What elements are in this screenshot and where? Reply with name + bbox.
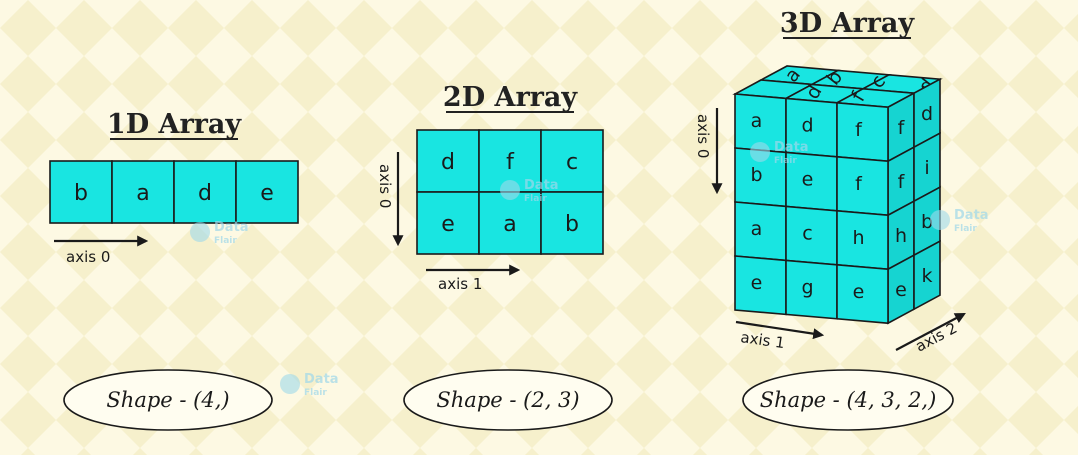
watermark-icon xyxy=(930,210,950,230)
watermark-logos: Data Flair Data Flair Data Flair Data Fl… xyxy=(190,140,989,398)
two-d-cell-value: e xyxy=(441,212,455,237)
three-d-front-cell xyxy=(836,101,889,163)
three-d-front-value: d xyxy=(801,115,813,137)
watermark-icon xyxy=(190,222,210,242)
three-d-shape-ellipse xyxy=(742,369,954,431)
two-d-cell-value: a xyxy=(503,212,516,237)
three-d-side-value: b xyxy=(921,211,933,233)
three-d-side-value: e xyxy=(895,279,907,301)
three-d-front-value: a xyxy=(751,110,763,132)
three-d-front-value: f xyxy=(855,119,863,141)
watermark-logo: Data Flair xyxy=(750,140,809,166)
watermark-subtext: Flair xyxy=(954,224,977,234)
three-d-side-value: k xyxy=(921,265,932,287)
two-d-cell xyxy=(540,191,604,255)
one-d-shape-label: Shape - (4,) xyxy=(106,388,229,412)
three-d-axis2-arrow xyxy=(895,312,966,351)
three-d-side-value: d xyxy=(921,103,933,125)
watermark-text: Data xyxy=(954,208,989,223)
three-d-front-cell xyxy=(836,263,889,325)
three-d-front-value: e xyxy=(751,272,763,294)
two-d-shape-ellipse xyxy=(403,369,613,431)
watermark-icon xyxy=(750,142,770,162)
three-d-side-value: h xyxy=(895,225,907,247)
one-d-cell xyxy=(173,160,237,224)
three-d-front-value: h xyxy=(852,227,864,249)
two-d-title: 2D Array xyxy=(443,82,578,113)
two-d-cell-value: b xyxy=(565,212,579,237)
watermark-subtext: Flair xyxy=(524,194,547,204)
two-d-cell-value: d xyxy=(441,150,455,175)
watermark-icon xyxy=(280,374,300,394)
three-d-front-value: g xyxy=(801,277,813,299)
three-d-front-value: b xyxy=(750,164,762,186)
watermark-subtext: Flair xyxy=(304,388,327,398)
shape-labels: Shape - (4,) Shape - (2, 3) Shape - (4, … xyxy=(63,369,954,431)
one-d-title: 1D Array xyxy=(107,109,242,140)
watermark-subtext: Flair xyxy=(214,236,237,246)
two-d-array: 2D Array d f c e a b axis 0 axis 1 xyxy=(376,82,604,293)
watermark-logo: Data Flair xyxy=(500,178,559,204)
watermark-logo: Data Flair xyxy=(930,208,989,234)
two-d-axis0-label: axis 0 xyxy=(376,164,394,208)
three-d-shape-label: Shape - (4, 3, 2,) xyxy=(760,388,937,412)
two-d-cell-value: f xyxy=(506,150,515,175)
one-d-cell-value: a xyxy=(136,181,149,206)
one-d-cell-value: d xyxy=(198,181,212,206)
two-d-cell xyxy=(540,129,604,193)
three-d-front-value: e xyxy=(853,281,865,303)
three-d-side-value: f xyxy=(898,171,906,193)
one-d-array: 1D Array b a d e axis 0 xyxy=(49,109,299,266)
watermark-text: Data xyxy=(774,140,809,155)
watermark-text: Data xyxy=(524,178,559,193)
three-d-front-value: e xyxy=(802,169,814,191)
three-d-side-cell xyxy=(913,239,941,311)
one-d-cell xyxy=(49,160,113,224)
three-d-title: 3D Array xyxy=(780,8,915,39)
one-d-cell-value: b xyxy=(74,181,88,206)
three-d-axis1-arrow xyxy=(735,320,825,340)
watermark-logo: Data Flair xyxy=(190,220,249,246)
one-d-axis0-label: axis 0 xyxy=(66,248,110,266)
watermark-text: Data xyxy=(304,372,339,387)
three-d-side-value: i xyxy=(924,157,929,179)
watermark-logo: Data Flair xyxy=(280,372,339,398)
three-d-front-cell xyxy=(836,155,889,217)
two-d-shape-label: Shape - (2, 3) xyxy=(436,388,579,412)
three-d-side-value: f xyxy=(898,117,906,139)
three-d-front-value: f xyxy=(855,173,863,195)
watermark-icon xyxy=(500,180,520,200)
three-d-front-value: a xyxy=(751,218,763,240)
watermark-subtext: Flair xyxy=(774,156,797,166)
one-d-shape-ellipse xyxy=(63,369,273,431)
one-d-cell xyxy=(235,160,299,224)
two-d-axis1-label: axis 1 xyxy=(438,275,482,293)
three-d-front-value: c xyxy=(802,223,812,245)
two-d-cell-value: c xyxy=(566,150,578,175)
one-d-cell-value: e xyxy=(260,181,274,206)
two-d-cell xyxy=(416,129,480,193)
two-d-cell xyxy=(416,191,480,255)
watermark-text: Data xyxy=(214,220,249,235)
three-d-axis0-label: axis 0 xyxy=(694,114,712,158)
